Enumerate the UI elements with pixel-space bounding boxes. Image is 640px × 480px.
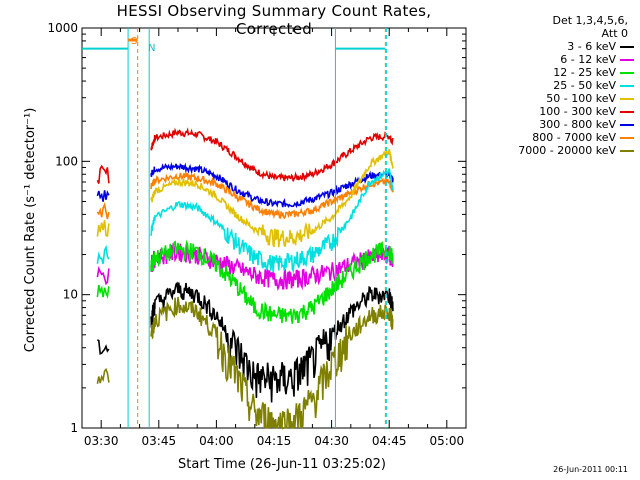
- legend-swatch: [620, 149, 634, 152]
- legend-entry-label: 100 - 300 keV: [539, 105, 616, 118]
- legend-entry-label: 50 - 100 keV: [546, 92, 616, 105]
- saa-s-label: S: [131, 36, 137, 47]
- legend-entry: 50 - 100 keV: [468, 92, 636, 105]
- legend-entry-label: 300 - 800 keV: [539, 118, 616, 131]
- series-early-segment: [96, 220, 110, 238]
- legend-entry: 25 - 50 keV: [468, 79, 636, 92]
- series-layer: [96, 127, 394, 430]
- y-tick-label: 10: [63, 288, 78, 302]
- series-line: [150, 281, 394, 403]
- legend: Det 1,3,4,5,6, Att 0 3 - 6 keV 6 - 12 keV…: [468, 14, 636, 157]
- series-line: [150, 148, 394, 248]
- series-line: [150, 161, 394, 209]
- legend-rows: 3 - 6 keV 6 - 12 keV 12 - 25 keV 25 - 50 ke…: [468, 40, 636, 157]
- series-early-segment: [96, 164, 110, 184]
- legend-entry: 300 - 800 keV: [468, 118, 636, 131]
- series-early-segment: [97, 339, 110, 355]
- x-axis-label: Start Time (26-Jun-11 03:25:02): [178, 457, 386, 472]
- y-tick-label: 1000: [47, 21, 78, 35]
- legend-swatch: [620, 123, 634, 126]
- legend-swatch: [620, 110, 634, 113]
- legend-swatch: [620, 136, 634, 139]
- y-axis-label: Corrected Count Rate (s⁻¹ detector⁻¹): [23, 108, 38, 353]
- x-tick-label: 04:30: [314, 434, 349, 448]
- x-tick-label: 04:45: [372, 434, 407, 448]
- legend-entry: 800 - 7000 keV: [468, 131, 636, 144]
- saa-n-label: N: [148, 43, 155, 54]
- legend-entry-label: 25 - 50 keV: [553, 79, 616, 92]
- x-tick-label: 03:45: [142, 434, 177, 448]
- x-tick-label: 03:30: [84, 434, 119, 448]
- x-tick-label: 05:00: [430, 434, 465, 448]
- series-early-segment: [96, 190, 110, 202]
- series-early-segment: [96, 367, 110, 384]
- y-tick-label: 1: [70, 421, 78, 435]
- legend-entry-label: 3 - 6 keV: [567, 40, 616, 53]
- legend-swatch: [620, 97, 634, 100]
- series-line: [150, 127, 394, 183]
- legend-swatch: [620, 58, 634, 61]
- series-early-segment: [96, 284, 110, 299]
- legend-swatch: [620, 71, 634, 74]
- legend-swatch: [620, 45, 634, 48]
- legend-entry-label: 12 - 25 keV: [553, 66, 616, 79]
- series-line: [150, 168, 394, 274]
- legend-entry-label: 6 - 12 keV: [560, 53, 616, 66]
- series-early-segment: [96, 201, 110, 220]
- marker-layer: [82, 28, 387, 428]
- legend-entry: 100 - 300 keV: [468, 105, 636, 118]
- legend-header-attenuator: Att 0: [601, 27, 628, 40]
- x-tick-label: 04:00: [199, 434, 234, 448]
- series-line: [150, 239, 394, 324]
- series-line: [150, 296, 394, 430]
- legend-header-detectors: Det 1,3,4,5,6,: [552, 14, 628, 27]
- x-tick-label: 04:15: [257, 434, 292, 448]
- y-tick-label: 100: [55, 154, 78, 168]
- footer-timestamp: 26-Jun-2011 00:11: [553, 465, 628, 474]
- legend-entry-label: 7000 - 20000 keV: [518, 144, 616, 157]
- legend-entry: 3 - 6 keV: [468, 40, 636, 53]
- series-line: [150, 172, 394, 220]
- legend-entry: 7000 - 20000 keV: [468, 144, 636, 157]
- legend-entry: 12 - 25 keV: [468, 66, 636, 79]
- series-early-segment: [96, 265, 110, 286]
- legend-entry-label: 800 - 7000 keV: [532, 131, 616, 144]
- series-early-segment: [96, 244, 110, 265]
- legend-entry: 6 - 12 keV: [468, 53, 636, 66]
- legend-swatch: [620, 84, 634, 87]
